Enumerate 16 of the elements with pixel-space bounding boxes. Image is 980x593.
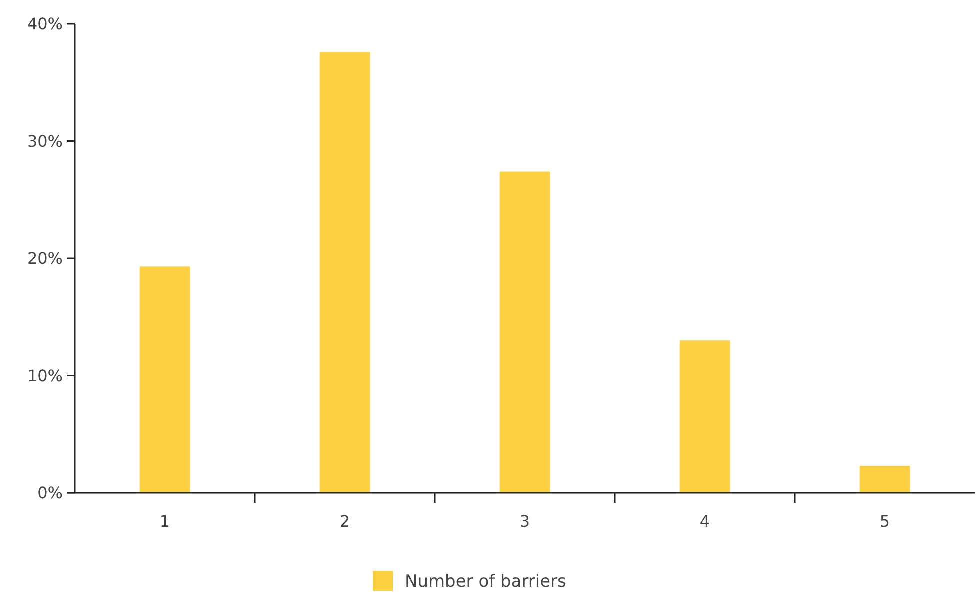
bar xyxy=(680,340,730,493)
x-tick-label: 2 xyxy=(340,512,350,531)
x-tick-label: 4 xyxy=(700,512,710,531)
x-tick-label: 5 xyxy=(880,512,890,531)
y-tick-label: 0% xyxy=(38,484,63,503)
bar xyxy=(320,52,370,493)
y-tick-label: 10% xyxy=(27,366,63,386)
bar xyxy=(500,172,550,493)
bar xyxy=(140,266,190,493)
bar xyxy=(860,466,910,493)
y-tick-label: 20% xyxy=(27,249,63,268)
legend-label: Number of barriers xyxy=(405,572,567,592)
x-tick-label: 1 xyxy=(160,512,170,531)
y-tick-label: 30% xyxy=(27,132,63,151)
y-tick-label: 40% xyxy=(27,14,63,34)
x-tick-label: 3 xyxy=(520,512,530,531)
